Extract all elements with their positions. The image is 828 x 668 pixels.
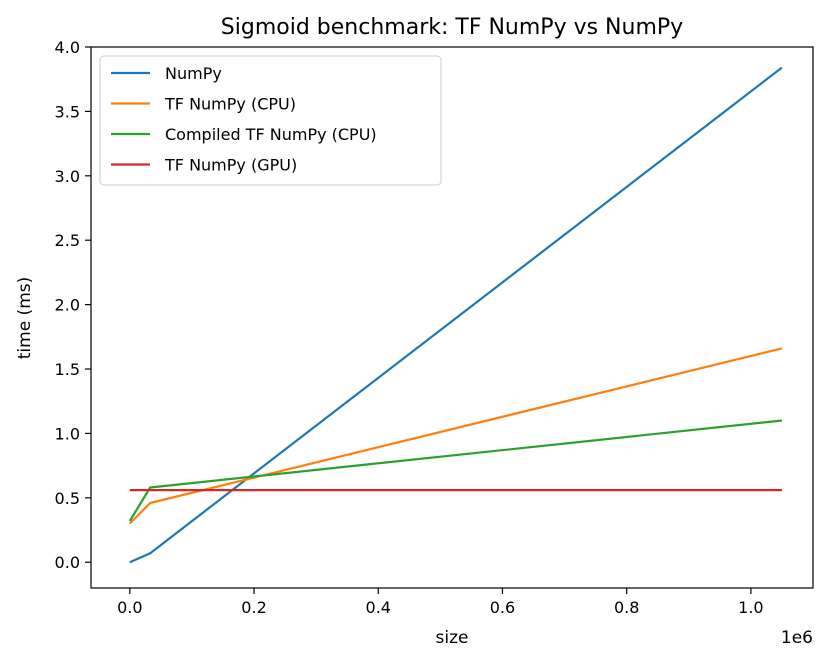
x-tick-label: 0.2	[241, 598, 266, 617]
x-axis-label: size	[436, 628, 469, 648]
x-tick-label: 0.0	[117, 598, 142, 617]
y-tick-label: 2.5	[55, 231, 80, 250]
y-tick-label: 4.0	[55, 38, 80, 57]
y-tick-label: 3.5	[55, 102, 80, 121]
y-tick-label: 0.0	[55, 553, 80, 572]
axes-frame	[90, 46, 814, 589]
x-axis-ticks: 0.0 0.2 0.4 0.6 0.8 1.0	[117, 588, 764, 617]
legend-frame	[99, 55, 442, 186]
series-line-1	[129, 347, 783, 525]
series-line-0	[129, 66, 783, 564]
y-tick-label: 0.5	[55, 489, 80, 508]
plot-lines	[128, 66, 783, 564]
legend-label-2: Compiled TF NumPy (CPU)	[165, 125, 377, 144]
y-axis-label: time (ms)	[15, 277, 35, 360]
x-tick-label: 0.6	[490, 598, 515, 617]
x-tick-label: 0.8	[614, 598, 639, 617]
series-line-2	[128, 419, 783, 522]
x-tick-label: 0.4	[366, 598, 391, 617]
legend-label-1: TF NumPy (CPU)	[164, 95, 296, 114]
y-tick-label: 3.0	[55, 167, 80, 186]
y-tick-label: 1.0	[55, 424, 80, 443]
y-tick-label: 2.0	[55, 296, 80, 315]
chart-title: Sigmoid benchmark: TF NumPy vs NumPy	[221, 15, 683, 40]
legend: NumPy TF NumPy (CPU) Compiled TF NumPy (CP…	[99, 55, 442, 186]
x-tick-label: 1.0	[738, 598, 763, 617]
legend-label-3: TF NumPy (GPU)	[164, 156, 297, 175]
x-axis-offset-text: 1e6	[781, 628, 813, 648]
y-tick-label: 1.5	[55, 360, 80, 379]
legend-label-0: NumPy	[165, 64, 222, 83]
y-axis-ticks: 0.0 0.5 1.0 1.5 2.0 2.5 3.0 3.5 4.0	[55, 38, 91, 572]
